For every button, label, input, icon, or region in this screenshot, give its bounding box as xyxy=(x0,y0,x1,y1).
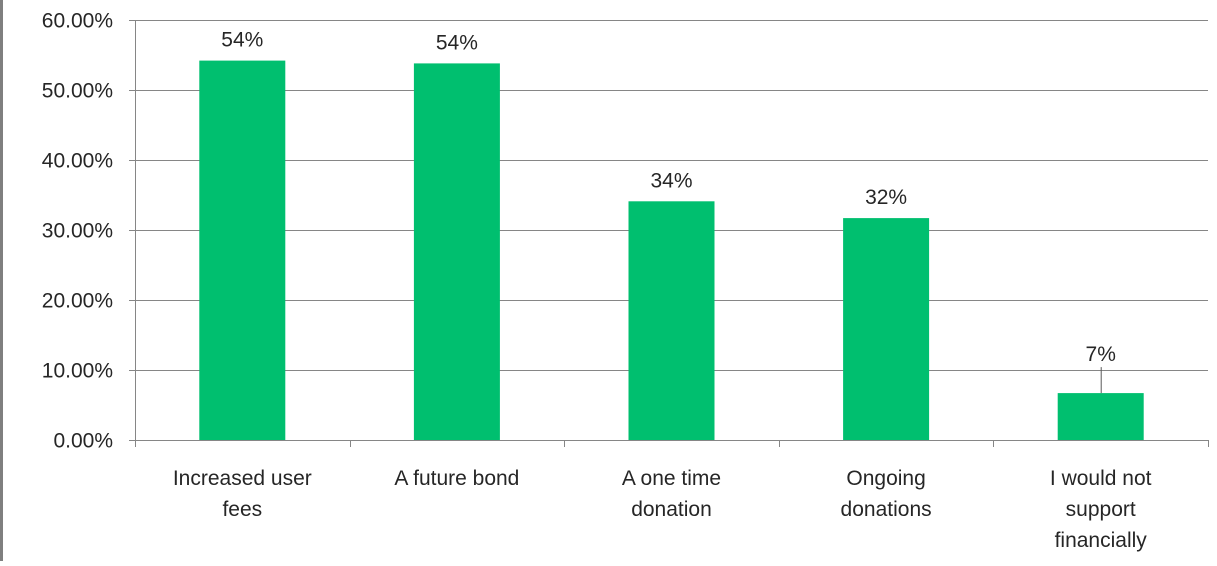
category-label-line: donations xyxy=(841,498,932,521)
category-label: A future bond xyxy=(394,467,519,490)
y-tick-label: 0.00% xyxy=(53,430,113,453)
y-tick-label: 10.00% xyxy=(42,360,113,383)
y-tick-label: 20.00% xyxy=(42,290,113,313)
x-axis-category-labels: Increased user fees A future bond A one tim… xyxy=(173,467,1152,552)
data-label: 54% xyxy=(436,31,478,54)
y-tick-label: 30.00% xyxy=(42,220,113,243)
chart-left-border xyxy=(0,0,3,561)
category-label-line: A one time xyxy=(622,467,721,490)
data-label: 32% xyxy=(865,186,907,209)
y-axis-tick-labels: 0.00% 10.00% 20.00% 30.00% 40.00% 50.00% 60.00… xyxy=(42,10,113,453)
x-axis xyxy=(135,20,1209,447)
category-label: Increased user fees xyxy=(173,467,312,521)
bar xyxy=(199,60,286,440)
category-label: A one time donation xyxy=(622,467,721,521)
category-label: I would not support financially xyxy=(1050,467,1152,552)
data-label: 34% xyxy=(650,169,692,192)
data-labels: 54% 54% 34% 32% 7% xyxy=(221,29,1116,394)
category-label-line: A future bond xyxy=(394,467,519,490)
category-label-line: I would not xyxy=(1050,467,1152,490)
bar xyxy=(843,218,930,440)
bars xyxy=(199,60,1144,441)
category-label: Ongoing donations xyxy=(841,467,932,521)
category-label-line: financially xyxy=(1055,529,1148,552)
bar xyxy=(628,201,715,440)
bar xyxy=(413,63,500,441)
category-label-line: fees xyxy=(222,498,262,521)
bar xyxy=(1057,393,1144,440)
category-label-line: Ongoing xyxy=(846,467,925,490)
y-tick-label: 60.00% xyxy=(42,10,113,33)
category-label-line: support xyxy=(1066,498,1136,521)
category-label-line: Increased user xyxy=(173,467,312,490)
y-tick-label: 50.00% xyxy=(42,80,113,103)
data-label: 7% xyxy=(1086,343,1116,366)
category-label-line: donation xyxy=(631,498,712,521)
data-label: 54% xyxy=(221,29,263,52)
y-tick-label: 40.00% xyxy=(42,150,113,173)
